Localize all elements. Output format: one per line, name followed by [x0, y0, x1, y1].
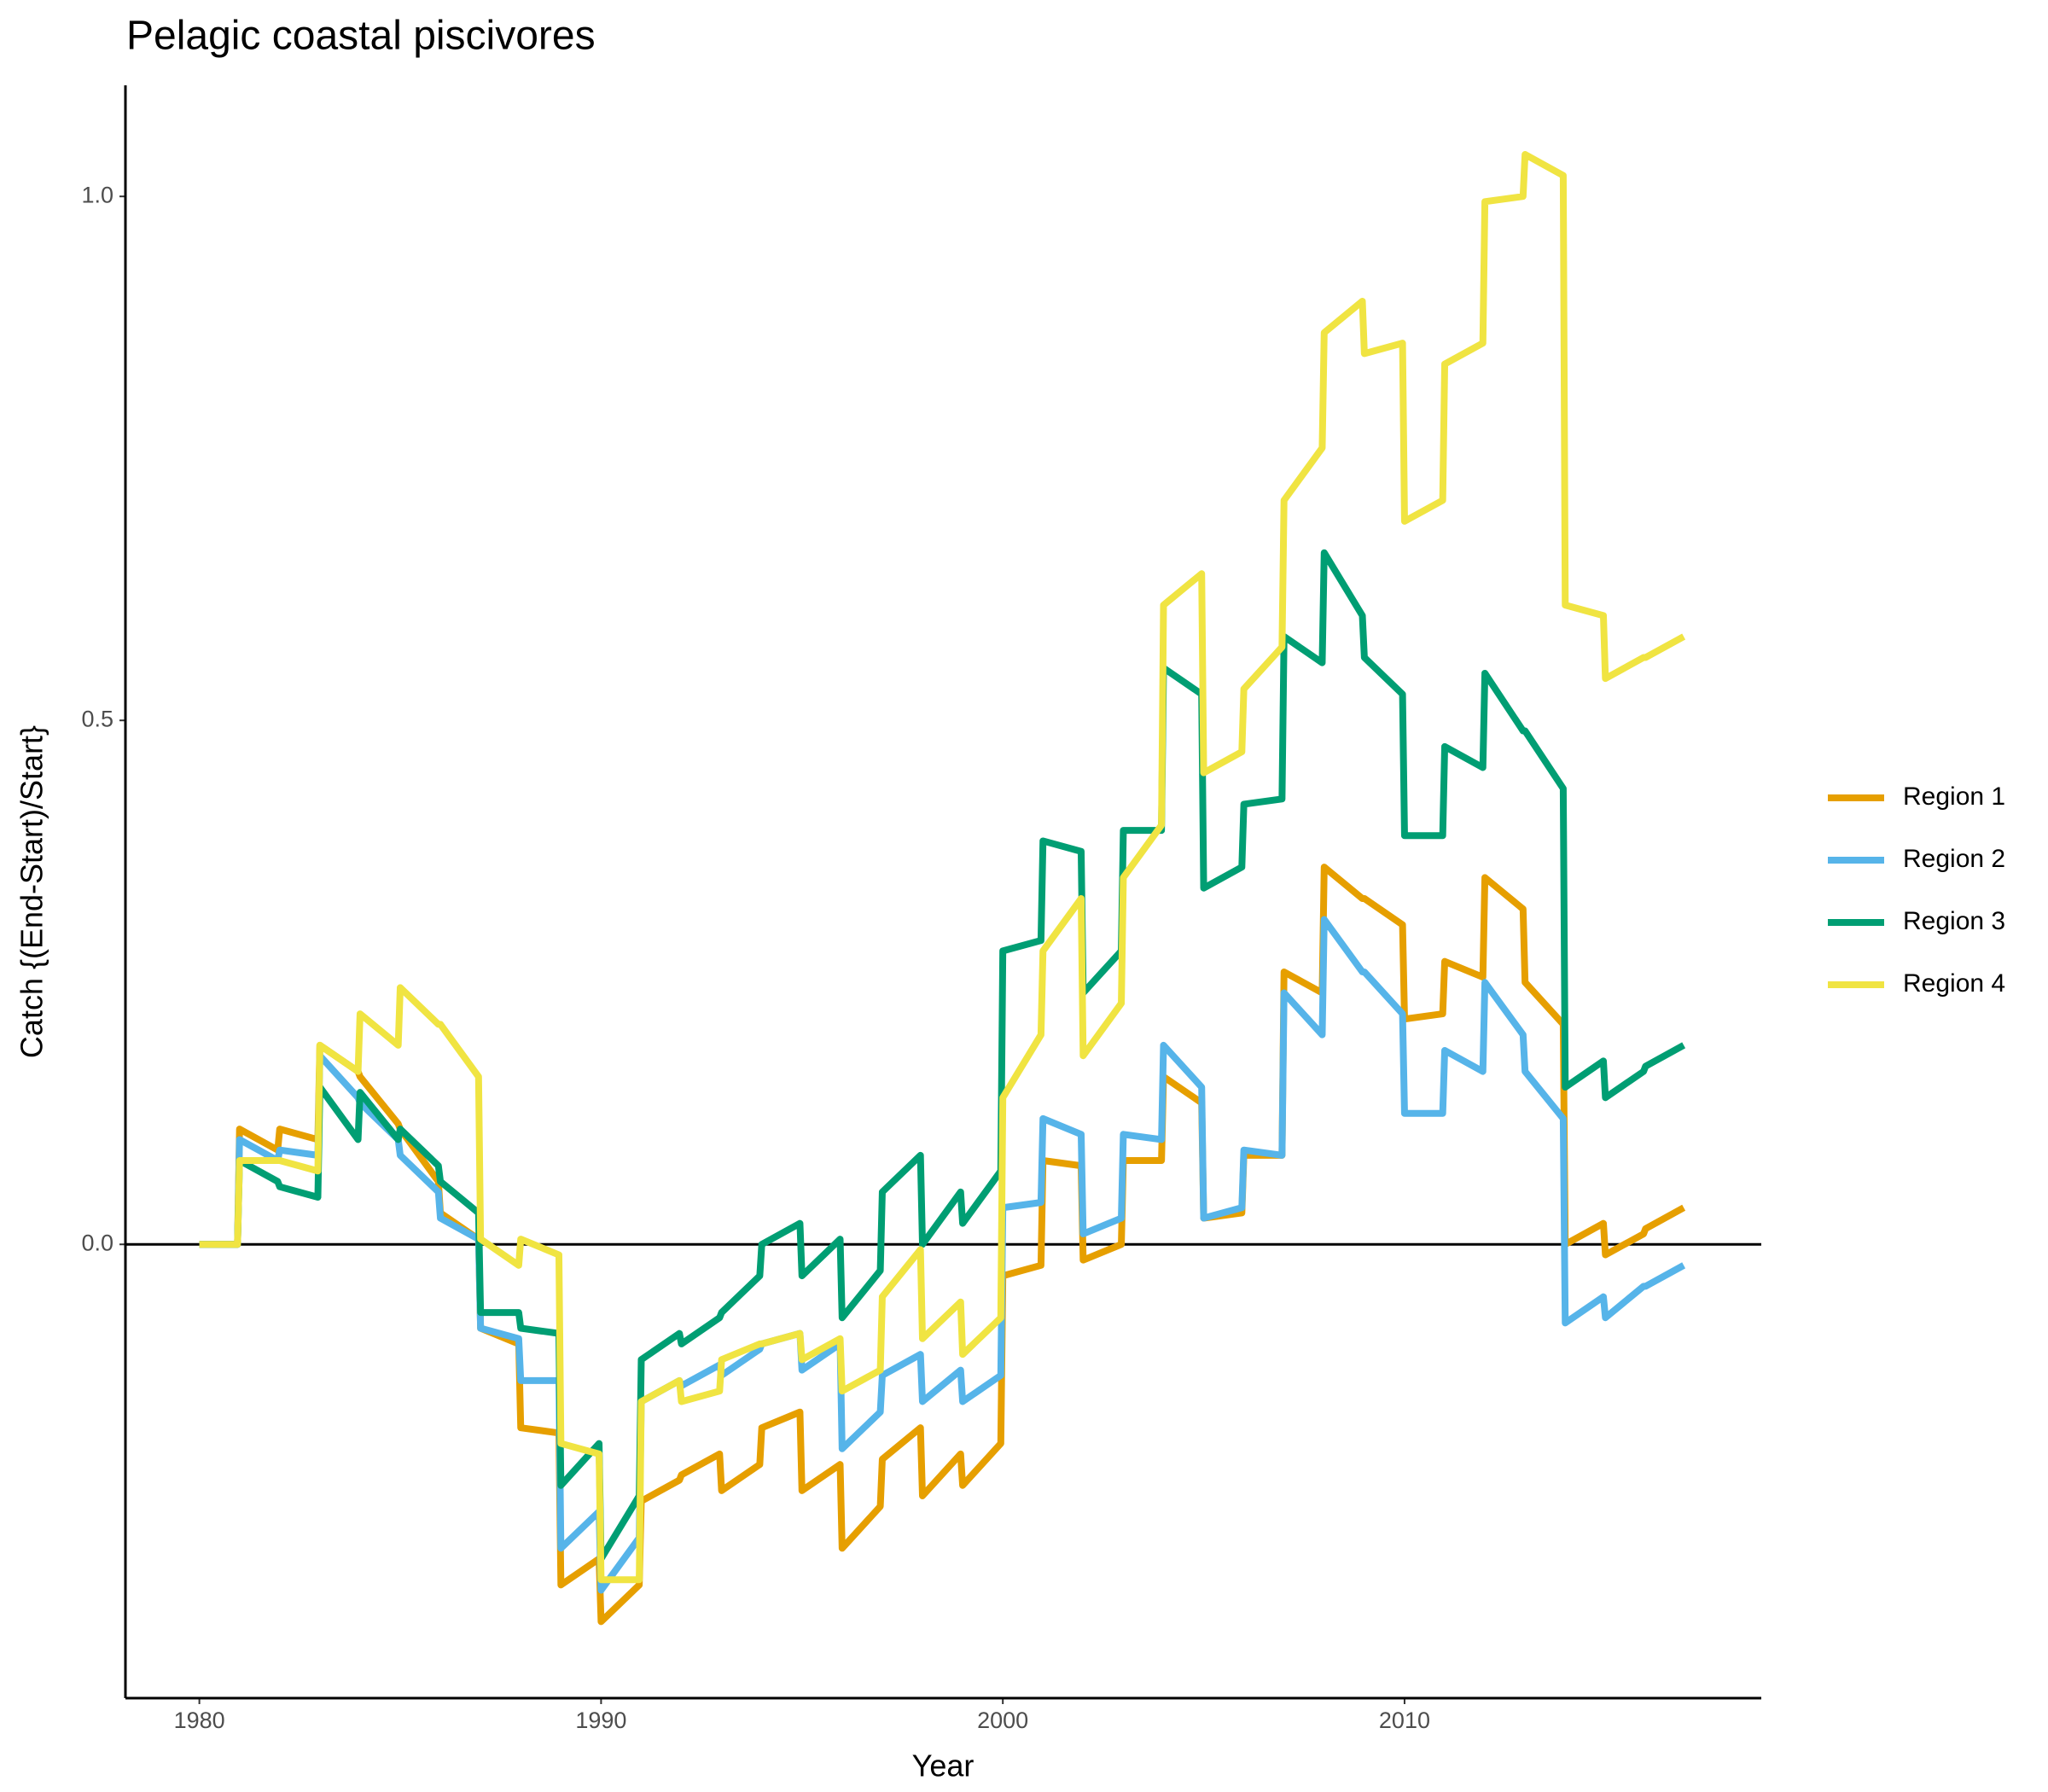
- x-tick-label: 2000: [977, 1708, 1028, 1733]
- legend-label: Region 2: [1903, 845, 2005, 873]
- legend-label: Region 1: [1903, 783, 2005, 811]
- x-axis-label: Year: [912, 1748, 975, 1783]
- y-tick-label: 0.5: [81, 706, 113, 731]
- legend-label: Region 3: [1903, 907, 2005, 935]
- x-tick-label: 1990: [575, 1708, 626, 1733]
- y-tick-label: 0.0: [81, 1230, 113, 1255]
- x-tick-label: 2010: [1379, 1708, 1430, 1733]
- x-tick-label: 1980: [174, 1708, 225, 1733]
- y-axis-label: Catch {(End-Start)/Start}: [15, 725, 49, 1058]
- series-line: [199, 864, 1686, 1626]
- series-line: [199, 549, 1686, 1562]
- legend-label: Region 4: [1903, 969, 2005, 998]
- series-line: [199, 916, 1686, 1594]
- series-line: [199, 151, 1686, 1584]
- chart-title: Pelagic coastal piscivores: [126, 14, 596, 59]
- y-tick-label: 1.0: [81, 182, 113, 207]
